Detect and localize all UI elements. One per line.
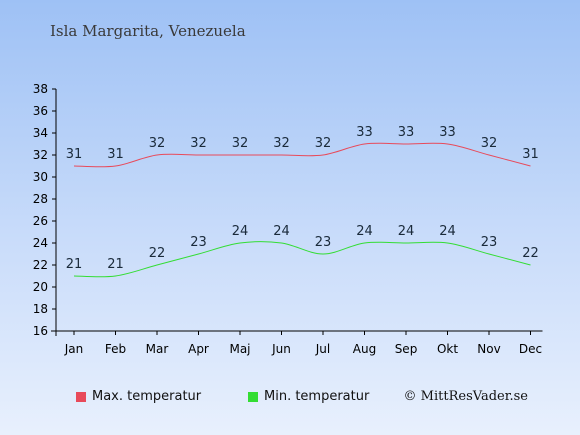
x-tick-label: Feb [105, 342, 126, 356]
y-tick-label: 30 [33, 170, 48, 184]
data-label: 24 [398, 224, 415, 239]
x-tick-label: Jun [271, 342, 291, 356]
data-label: 21 [66, 257, 83, 272]
chart-title: Isla Margarita, Venezuela [50, 22, 246, 40]
x-tick-label: Dec [519, 342, 542, 356]
legend-min: Min. temperatur [248, 389, 369, 404]
y-tick-label: 38 [33, 82, 48, 96]
data-label: 24 [356, 224, 373, 239]
y-tick-label: 32 [33, 148, 48, 162]
y-tick-label: 16 [33, 324, 48, 338]
data-label: 23 [315, 235, 332, 250]
data-label: 32 [315, 136, 332, 151]
data-label: 23 [190, 235, 207, 250]
max-temperature-line [73, 142, 531, 168]
data-label: 33 [439, 125, 456, 140]
y-tick-label: 18 [33, 302, 48, 316]
data-label: 33 [398, 125, 415, 140]
x-tick-label: Maj [229, 342, 250, 356]
data-label: 23 [481, 235, 498, 250]
x-tick-label: Apr [188, 342, 209, 356]
x-tick-label: Nov [477, 342, 500, 356]
x-tick-label: Mar [146, 342, 169, 356]
x-tick-label: Jan [64, 342, 84, 356]
y-tick-label: 28 [33, 192, 48, 206]
data-label: 32 [481, 136, 498, 151]
data-label: 33 [356, 125, 373, 140]
y-tick-label: 20 [33, 280, 48, 294]
y-tick-label: 26 [33, 214, 48, 228]
data-label: 32 [273, 136, 290, 151]
y-tick-label: 36 [33, 104, 48, 118]
x-tick-label: Sep [395, 342, 418, 356]
credit-text: © MittResVader.se [403, 389, 528, 404]
legend-min-label: Min. temperatur [264, 389, 370, 404]
data-label: 32 [149, 136, 166, 151]
x-tick-label: Aug [353, 342, 376, 356]
data-label: 31 [522, 147, 539, 162]
data-label: 32 [190, 136, 207, 151]
data-label: 24 [273, 224, 290, 239]
x-tick-label: Okt [437, 342, 458, 356]
data-label: 31 [107, 147, 124, 162]
y-tick-label: 34 [33, 126, 48, 140]
x-tick-label: Jul [315, 342, 330, 356]
data-label: 32 [232, 136, 249, 151]
data-label: 31 [66, 147, 83, 162]
legend-max: Max. temperatur [76, 389, 201, 404]
legend-min-swatch [248, 391, 258, 402]
y-tick-label: 22 [33, 258, 48, 272]
data-label: 21 [107, 257, 124, 272]
min-temperature-line [73, 241, 531, 278]
data-label: 22 [149, 246, 166, 261]
legend-max-label: Max. temperatur [92, 389, 202, 404]
data-label: 24 [439, 224, 456, 239]
data-label: 22 [522, 246, 539, 261]
data-label: 24 [232, 224, 249, 239]
legend-max-swatch [76, 391, 86, 402]
y-tick-label: 24 [33, 236, 48, 250]
